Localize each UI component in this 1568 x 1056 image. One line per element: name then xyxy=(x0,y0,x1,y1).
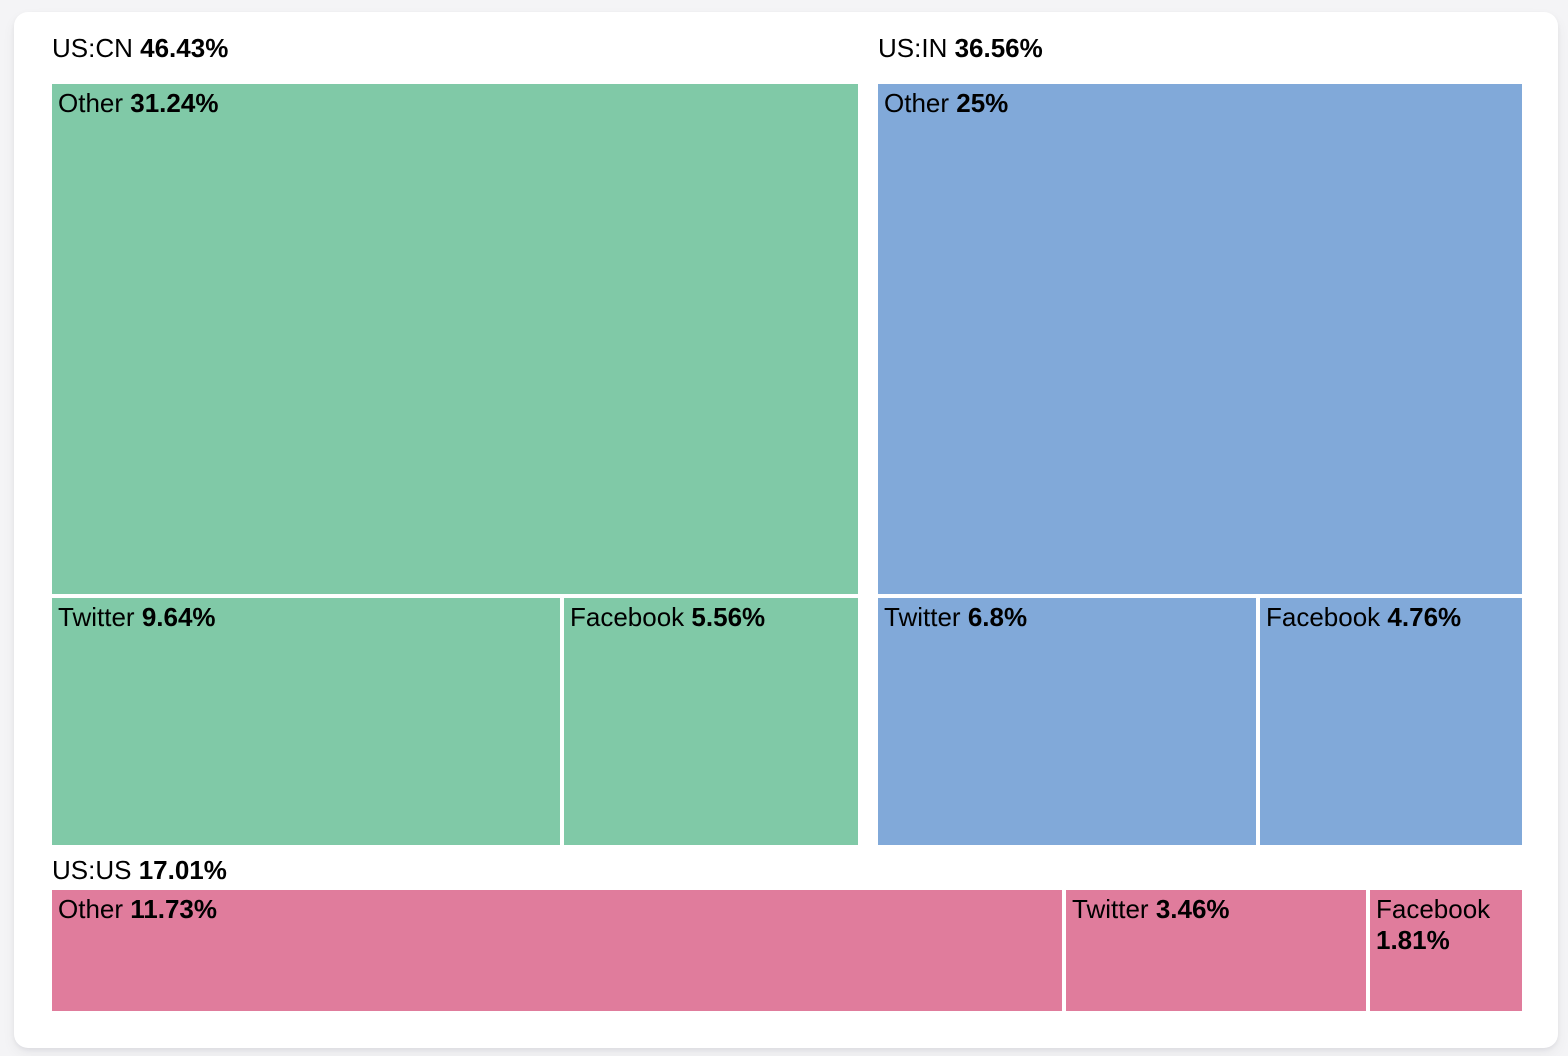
cell-label: Facebook xyxy=(570,602,685,632)
cell-value: 11.73% xyxy=(130,894,218,924)
cell-value: 3.46% xyxy=(1155,894,1230,924)
treemap-cell-us-in-twitter[interactable]: Twitter 6.8% xyxy=(878,598,1256,845)
cell-label: Facebook xyxy=(1266,602,1381,632)
cell-label: Twitter xyxy=(58,602,135,632)
treemap-cell-us-us-other[interactable]: Other 11.73% xyxy=(52,890,1062,1011)
group-label: US:IN xyxy=(878,33,948,63)
cell-label: Other xyxy=(884,88,950,118)
treemap-cell-us-cn-facebook[interactable]: Facebook 5.56% xyxy=(564,598,858,845)
cell-label: Other xyxy=(58,894,124,924)
group-value: 36.56% xyxy=(954,33,1043,63)
cell-value: 25% xyxy=(956,88,1009,118)
cell-value: 9.64% xyxy=(141,602,216,632)
treemap-cell-us-us-facebook[interactable]: Facebook 1.81% xyxy=(1370,890,1522,1011)
group-value: 17.01% xyxy=(138,855,227,885)
treemap-cell-us-us-twitter[interactable]: Twitter 3.46% xyxy=(1066,890,1366,1011)
group-label: US:US xyxy=(52,855,132,885)
cell-value: 1.81% xyxy=(1376,924,1450,955)
treemap-cell-us-in-facebook[interactable]: Facebook 4.76% xyxy=(1260,598,1522,845)
treemap-chart: US:CN 46.43% Other 31.24% Twitter 9.64% … xyxy=(14,12,1558,1048)
cell-value: 31.24% xyxy=(130,88,219,118)
group-header-us-in[interactable]: US:IN 36.56% xyxy=(878,32,1043,64)
group-value: 46.43% xyxy=(140,33,229,63)
cell-value: 5.56% xyxy=(691,602,766,632)
cell-label: Twitter xyxy=(884,602,961,632)
group-label: US:CN xyxy=(52,33,133,63)
cell-label: Other xyxy=(58,88,124,118)
cell-value: 4.76% xyxy=(1387,602,1462,632)
cell-label: Facebook xyxy=(1376,894,1491,924)
treemap-cell-us-in-other[interactable]: Other 25% xyxy=(878,84,1522,594)
group-header-us-cn[interactable]: US:CN 46.43% xyxy=(52,32,228,64)
cell-value: 6.8% xyxy=(967,602,1028,632)
group-header-us-us[interactable]: US:US 17.01% xyxy=(52,854,227,886)
chart-card: US:CN 46.43% Other 31.24% Twitter 9.64% … xyxy=(14,12,1558,1048)
treemap-cell-us-cn-twitter[interactable]: Twitter 9.64% xyxy=(52,598,560,845)
treemap-cell-us-cn-other[interactable]: Other 31.24% xyxy=(52,84,858,594)
cell-label: Twitter xyxy=(1072,894,1149,924)
